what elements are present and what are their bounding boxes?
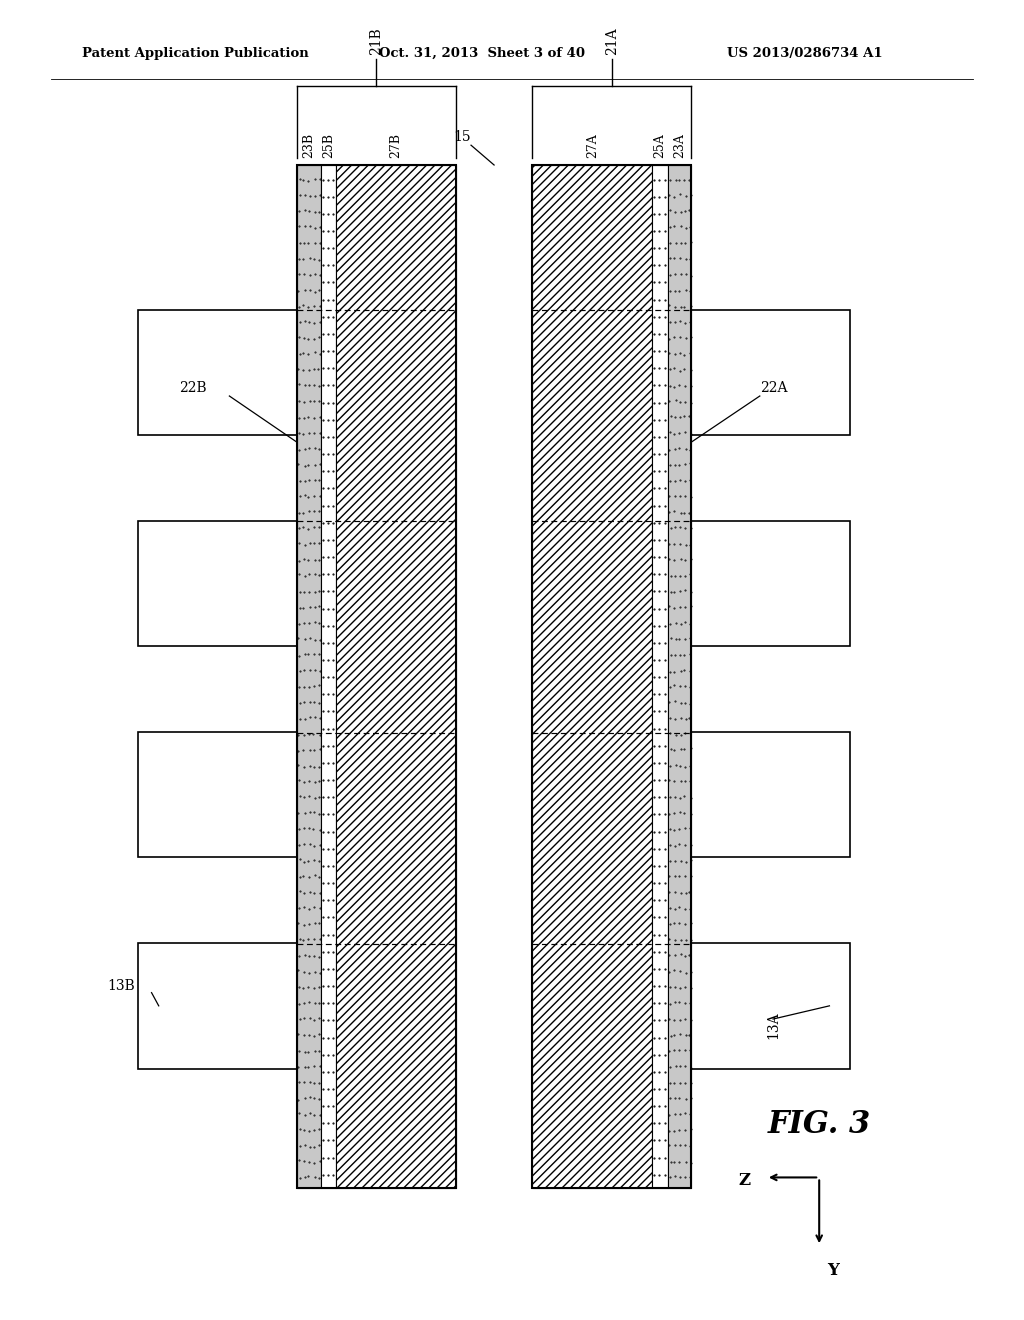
Text: 25B: 25B <box>322 133 335 158</box>
Bar <box>336 165 456 1188</box>
Text: 23B: 23B <box>302 133 315 158</box>
Text: 21B: 21B <box>370 28 383 55</box>
Bar <box>691 731 850 858</box>
Text: US 2013/0286734 A1: US 2013/0286734 A1 <box>727 46 883 59</box>
Text: 15: 15 <box>454 131 471 144</box>
Bar <box>297 165 456 1188</box>
Text: Z: Z <box>738 1172 751 1189</box>
Text: Patent Application Publication: Patent Application Publication <box>82 46 308 59</box>
Bar <box>691 520 850 645</box>
Bar <box>668 165 691 1188</box>
Bar <box>321 165 336 1188</box>
Bar <box>138 520 297 645</box>
Text: 22A: 22A <box>760 381 787 395</box>
Bar <box>652 165 668 1188</box>
Text: FIG. 3: FIG. 3 <box>768 1109 870 1139</box>
Text: Y: Y <box>827 1262 840 1279</box>
Text: 23A: 23A <box>673 133 686 158</box>
Bar <box>532 165 691 1188</box>
Text: 13B: 13B <box>108 979 135 993</box>
Bar <box>138 731 297 858</box>
Bar <box>691 310 850 436</box>
Text: 13A: 13A <box>766 1011 780 1039</box>
Bar <box>138 942 297 1069</box>
Text: 21A: 21A <box>605 28 618 55</box>
Text: 22B: 22B <box>179 381 207 395</box>
Text: Oct. 31, 2013  Sheet 3 of 40: Oct. 31, 2013 Sheet 3 of 40 <box>379 46 585 59</box>
Bar <box>138 310 297 436</box>
Bar <box>532 165 652 1188</box>
Text: 27A: 27A <box>586 133 599 158</box>
Text: 25A: 25A <box>653 133 667 158</box>
Bar <box>297 165 321 1188</box>
Bar <box>691 942 850 1069</box>
Text: 27B: 27B <box>389 133 402 158</box>
